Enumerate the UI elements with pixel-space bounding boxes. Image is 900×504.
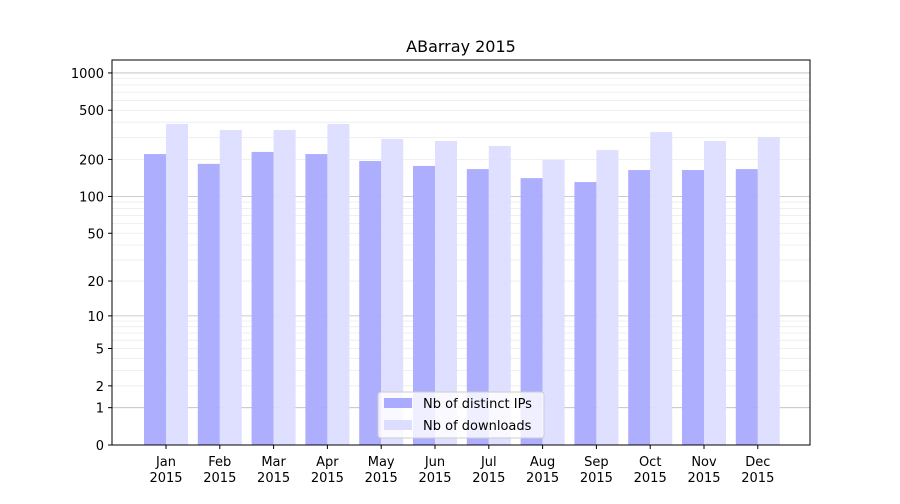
bar-distinct-ips	[628, 170, 651, 446]
x-tick-label-line: Apr	[316, 455, 339, 470]
y-tick-label: 200	[79, 153, 104, 168]
x-tick-label-line: 2015	[634, 471, 667, 486]
x-tick-label-line: Mar	[261, 455, 286, 470]
bar-distinct-ips	[305, 154, 328, 445]
y-tick-label: 0	[96, 439, 104, 454]
x-tick-label-line: Dec	[745, 455, 770, 470]
x-tick-label-line: 2015	[365, 471, 398, 486]
y-tick-label: 1	[96, 402, 104, 417]
y-tick-label: 50	[87, 227, 104, 242]
x-tick-label-line: 2015	[311, 471, 344, 486]
bar-downloads	[488, 145, 511, 445]
y-tick-label: 10	[87, 310, 104, 325]
x-tick-label: Jun 2015	[418, 455, 451, 486]
plot-frame	[111, 59, 811, 446]
legend-swatch	[384, 420, 412, 430]
bar-downloads	[704, 140, 726, 445]
x-tick-label-line: 2015	[741, 471, 774, 486]
x-tick-label-line: Jul	[480, 455, 497, 470]
legend-swatch	[384, 398, 412, 408]
x-tick-label-line: Oct	[639, 455, 661, 470]
bar-downloads	[650, 132, 673, 446]
x-tick-label-line: 2015	[472, 471, 505, 486]
chart-title: ABarray 2015	[406, 37, 516, 56]
y-tick-label: 100	[79, 190, 104, 205]
x-tick-label: Aug 2015	[526, 455, 559, 486]
bar-downloads	[596, 150, 619, 445]
x-tick-label: Dec 2015	[741, 455, 774, 486]
x-tick-label-line: 2015	[526, 471, 559, 486]
bar-distinct-ips	[144, 154, 166, 445]
bar-distinct-ips	[251, 151, 274, 445]
y-tick-label: 500	[79, 104, 104, 119]
x-tick-label: Oct 2015	[634, 455, 667, 486]
bar-downloads	[166, 123, 188, 445]
x-tick-label-line: Aug	[530, 455, 555, 470]
x-tick-label-line: 2015	[687, 471, 720, 486]
bar-downloads	[757, 136, 780, 445]
bar-distinct-ips	[735, 169, 758, 445]
bar-distinct-ips	[466, 169, 489, 445]
legend-label: Nb of distinct IPs	[423, 397, 532, 412]
x-tick-label-line: 2015	[257, 471, 290, 486]
y-tick-label: 1000	[71, 67, 104, 82]
x-tick-label-line: 2015	[580, 471, 613, 486]
x-tick-label: Jan 2015	[149, 455, 182, 486]
x-tick-label-line: Nov	[691, 455, 717, 470]
bar-downloads	[273, 129, 296, 445]
bar-distinct-ips	[520, 178, 543, 445]
y-tick-label: 2	[96, 380, 104, 395]
x-tick-label-line: Feb	[208, 455, 231, 470]
bar-downloads	[381, 138, 404, 445]
bar-downloads	[219, 129, 242, 445]
legend-box	[377, 391, 545, 439]
bar-downloads	[327, 123, 350, 445]
y-tick-label: 5	[96, 343, 104, 358]
x-tick-label-line: Jun	[424, 455, 445, 470]
x-tick-label-line: May	[368, 455, 395, 470]
x-tick-label-line: 2015	[149, 471, 182, 486]
bar-distinct-ips	[682, 170, 704, 446]
bar-downloads	[542, 159, 565, 446]
x-tick-label-line: Jan	[155, 455, 176, 470]
x-tick-label: Sep 2015	[580, 455, 613, 486]
x-tick-label: Feb 2015	[203, 455, 236, 486]
y-tick-label: 20	[87, 275, 104, 290]
legend-label: Nb of downloads	[423, 419, 532, 434]
x-tick-label-line: 2015	[203, 471, 236, 486]
x-tick-label: Apr 2015	[311, 455, 344, 486]
bar-distinct-ips	[359, 161, 382, 445]
bar-distinct-ips	[413, 165, 435, 445]
x-tick-label-line: 2015	[418, 471, 451, 486]
bar-distinct-ips	[574, 182, 597, 445]
x-tick-label: Jul 2015	[472, 455, 505, 486]
x-tick-label-line: Sep	[584, 455, 609, 470]
x-tick-label: Nov 2015	[687, 455, 720, 486]
bar-distinct-ips	[197, 163, 220, 445]
bar-downloads	[435, 140, 457, 445]
x-tick-label: May 2015	[365, 455, 398, 486]
x-tick-label: Mar 2015	[257, 455, 290, 486]
